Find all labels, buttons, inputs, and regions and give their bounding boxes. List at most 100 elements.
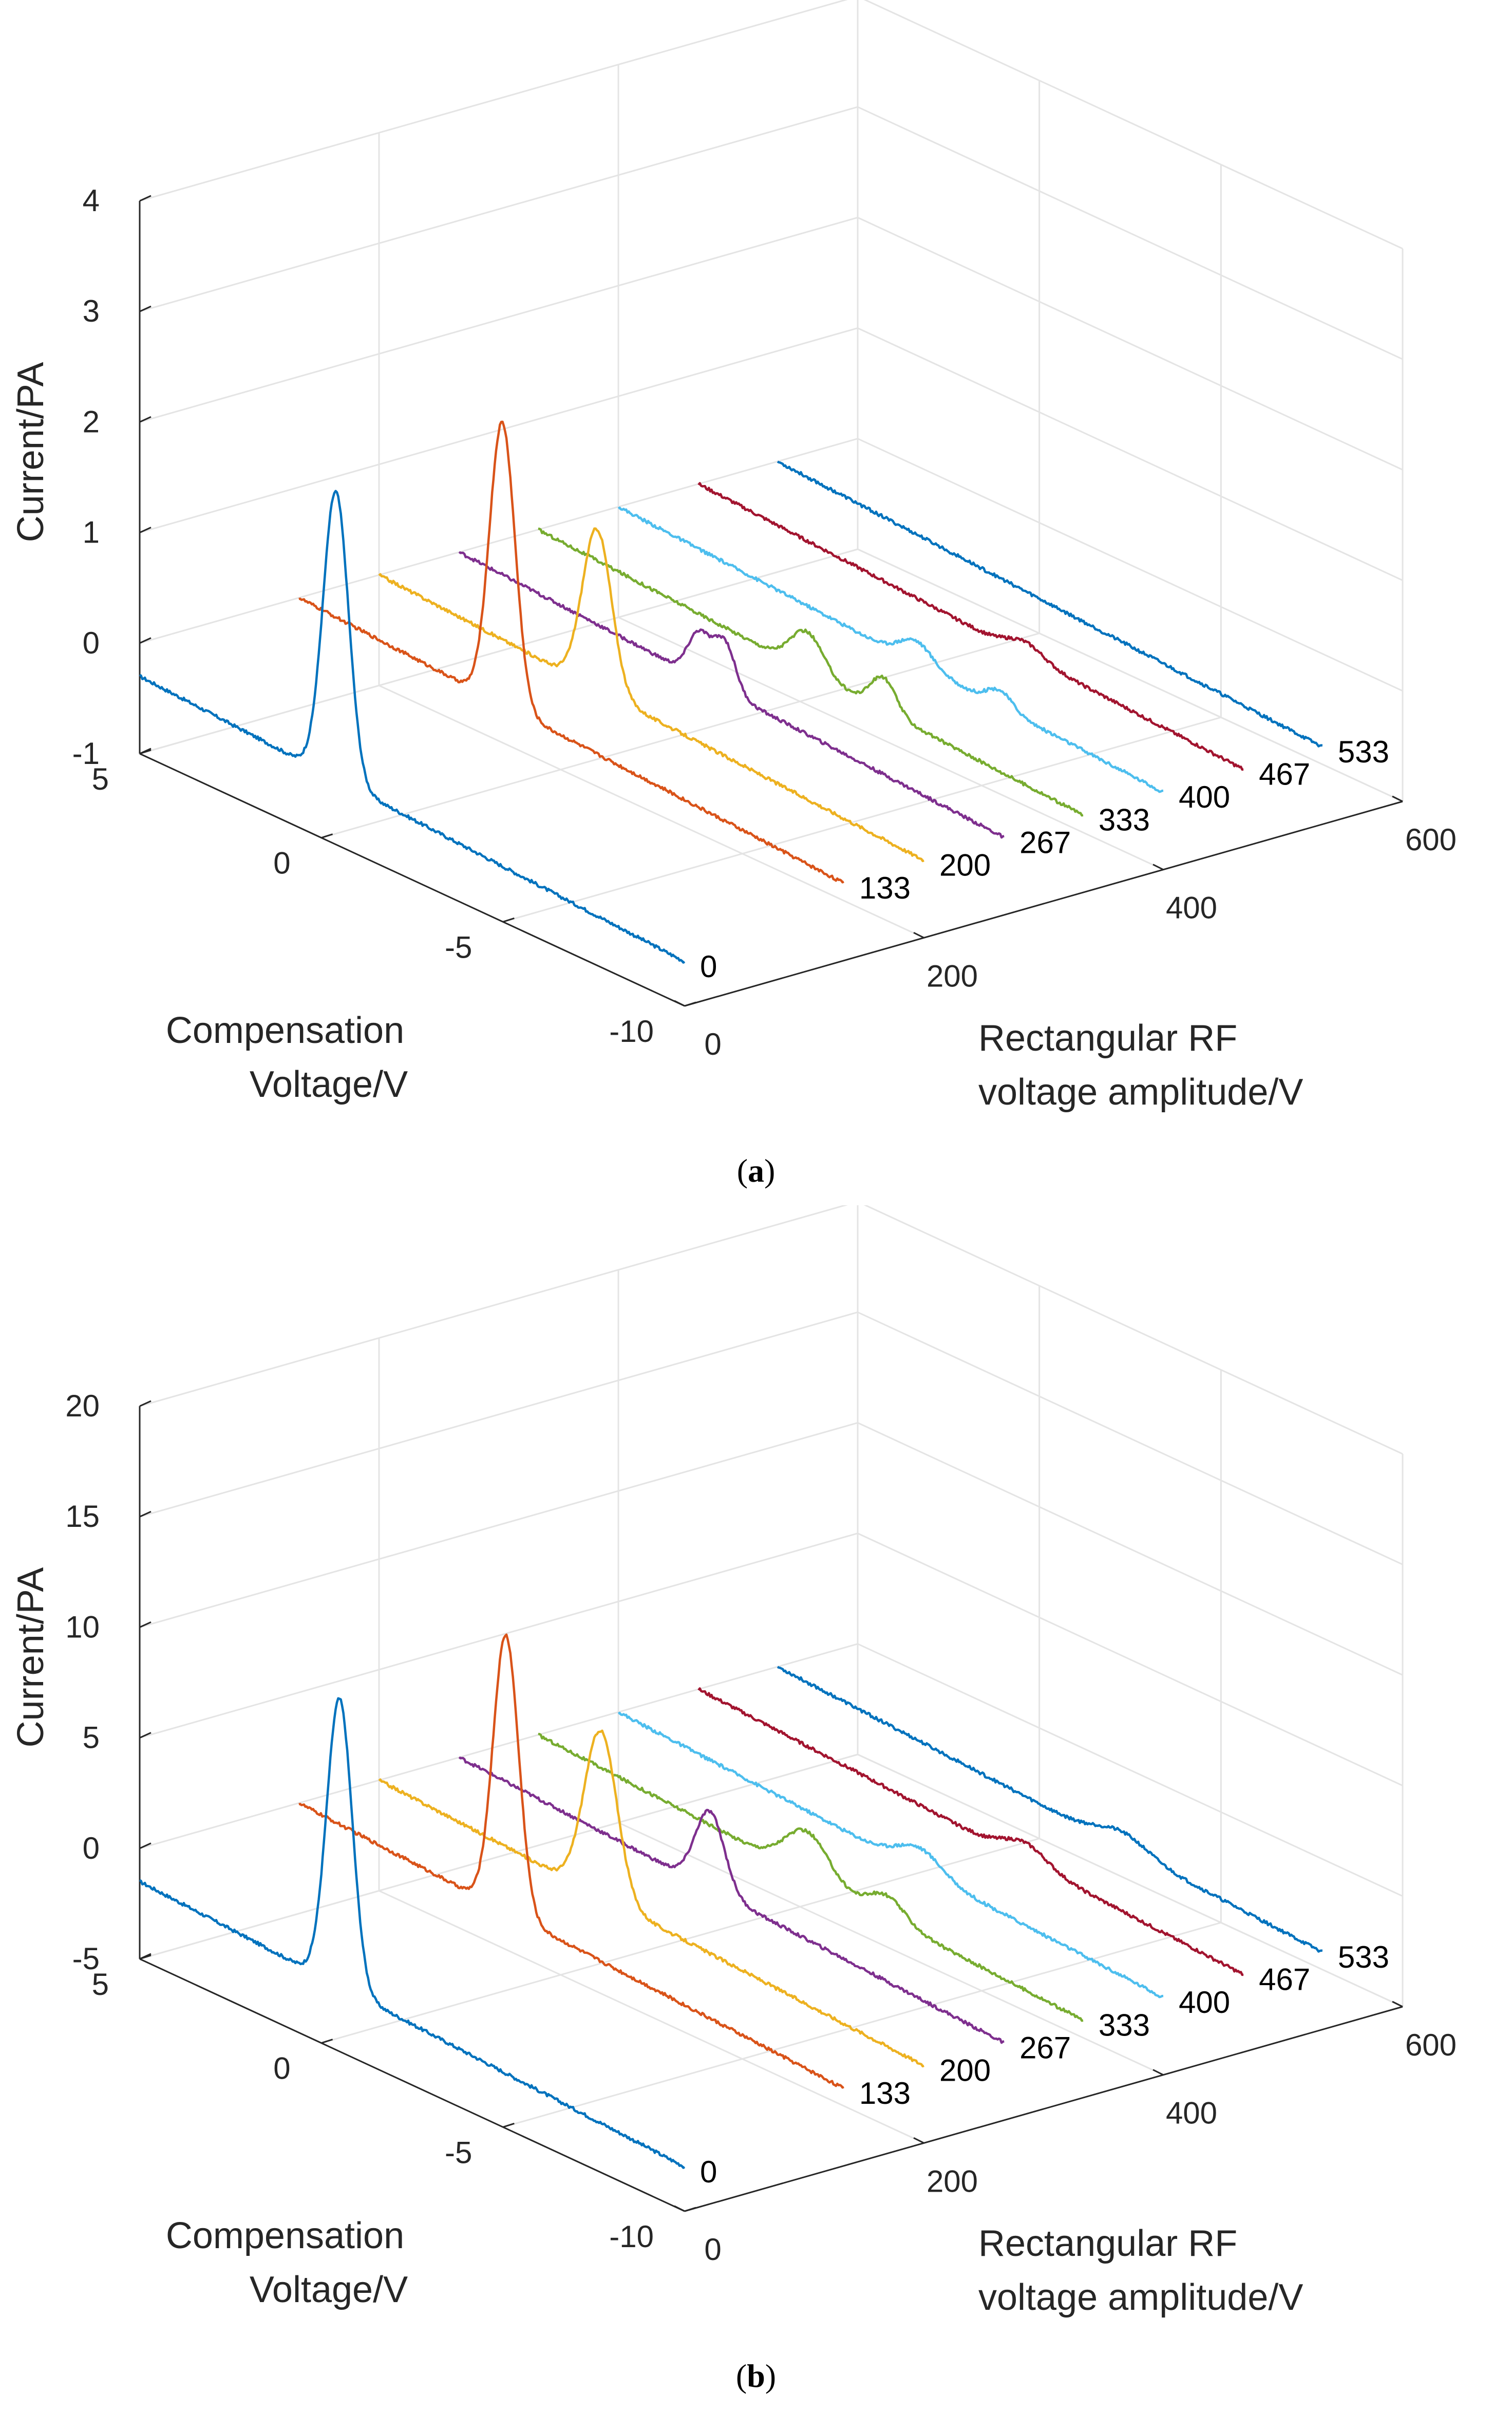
z-tick [139,1842,152,1849]
grid-line [857,106,1403,360]
series-line-133 [298,1633,844,2089]
caption-close-paren: ) [765,2358,776,2394]
grid-line [139,1753,858,1960]
x-tick-label: -10 [609,1014,654,1049]
chart-panel-a: 4 3 2 1 0 -1 5 0 -5 -10 0 200 400 600 Current/PA Compen… [10,0,1457,1189]
y-tick-label: 600 [1405,823,1457,857]
x-axis-label-line2: Voltage/V [250,1064,408,1105]
series-group: 533 467 400 333 267 200 133 0 [139,420,1389,984]
series-label-533: 533 [1338,735,1389,769]
grid-line [857,1643,1403,1897]
grid-line [139,0,848,202]
x-tick-label: 0 [273,846,290,881]
series-line-200 [378,1729,924,2068]
grid-line [321,1838,1040,2044]
x-tick [684,1001,696,1007]
x-tick-label: 0 [273,2051,290,2086]
z-tick [139,416,152,423]
series-line-400 [617,506,1164,793]
z-tick [139,637,152,644]
x-tick [502,2122,515,2128]
grid-line [139,548,858,755]
y-tick [1392,2001,1403,2008]
series-line-467 [697,1687,1244,1976]
z-tick-label: 10 [65,1610,100,1644]
grid-line [863,0,1403,250]
z-tick-label: 20 [65,1389,100,1423]
grid-line [139,1533,858,1739]
axes: 4 3 2 1 0 -15 0 -5 -10 0 200 400 600 [72,183,1457,1061]
z-tick [139,1621,152,1628]
grid-line [618,1822,1164,2076]
y-axis-label-line2: voltage amplitude/V [978,2277,1303,2318]
y-tick-label: 200 [927,2164,978,2198]
series-label-533: 533 [1338,1940,1389,1974]
grid-line [857,1311,1403,1565]
x-tick [684,2207,696,2212]
series-line-267 [458,551,1005,839]
x-axis-label-line2: Voltage/V [250,2269,408,2310]
y-tick-label: 600 [1405,2028,1457,2062]
y-tick [1152,864,1164,871]
z-tick [139,1732,152,1739]
z-tick [139,527,152,533]
x-tick-label: 5 [92,762,109,796]
y-tick [913,2137,924,2144]
series-label-200: 200 [939,2053,991,2088]
series-label-467: 467 [1259,1963,1310,1997]
series-line-533 [777,1666,1323,1953]
x-tick-label: -10 [609,2219,654,2254]
y-tick-label: 0 [704,2232,721,2267]
grid-line [379,684,924,939]
grid-line [857,327,1403,581]
chart-panel-b: 20 15 10 5 0 -5 5 0 -5 -10 0 200 400 600 Current/PA Com… [0,1205,1512,2410]
grid-line [857,1533,1403,1786]
x-axis-line [139,753,685,1007]
grid-line [139,1643,858,1849]
caption-close-paren: ) [764,1152,775,1189]
grid-line [857,1422,1403,1676]
y-tick-label: 0 [704,1027,721,1061]
chart-a-svg: 4 3 2 1 0 -15 0 -5 -10 0 200 400 600 Current/PA Compen… [10,0,1457,1189]
series-label-200: 200 [939,848,991,883]
series-line-533 [777,460,1323,748]
y-tick [1152,2069,1164,2076]
z-axis-label: Current/PA [10,362,51,543]
series-label-267: 267 [1019,2030,1071,2065]
z-tick-label: 3 [83,294,100,328]
grid-line [139,1311,858,1518]
x-tick [139,749,152,755]
grid-line [139,106,858,312]
series-label-133: 133 [859,871,911,905]
series-label-0: 0 [700,2155,717,2189]
series-label-133: 133 [859,2076,911,2110]
series-line-333 [538,1732,1084,2022]
series-label-267: 267 [1019,825,1071,860]
z-tick-label: 15 [65,1499,100,1534]
grid-line [857,548,1403,802]
y-axis-label-line2: voltage amplitude/V [978,1072,1303,1113]
x-tick-label: 5 [92,1967,109,2002]
grid-line [139,438,858,644]
series-label-333: 333 [1099,2008,1150,2042]
y-tick-label: 200 [927,959,978,993]
grid-line [863,1205,1403,1455]
series-line-400 [617,1711,1164,1998]
x-axis-label-line1: Compensation [166,1010,404,1051]
series-label-400: 400 [1179,1985,1230,2020]
panel-caption: (b) [736,2358,776,2394]
series-line-133 [298,420,844,884]
x-axis-line [139,1958,685,2212]
x-axis-label-line1: Compensation [166,2215,404,2256]
grid-line [502,716,1221,923]
series-group: 533 467 400 333 267 200 133 0 [139,1633,1389,2189]
x-tick [139,1954,152,1960]
grid-line [139,1205,848,1407]
x-tick [502,917,515,923]
z-tick-label: 0 [83,1831,100,1865]
z-tick-label: 2 [83,404,100,439]
series-line-333 [538,527,1084,817]
grid-line [379,1890,924,2144]
x-tick [321,2039,333,2044]
